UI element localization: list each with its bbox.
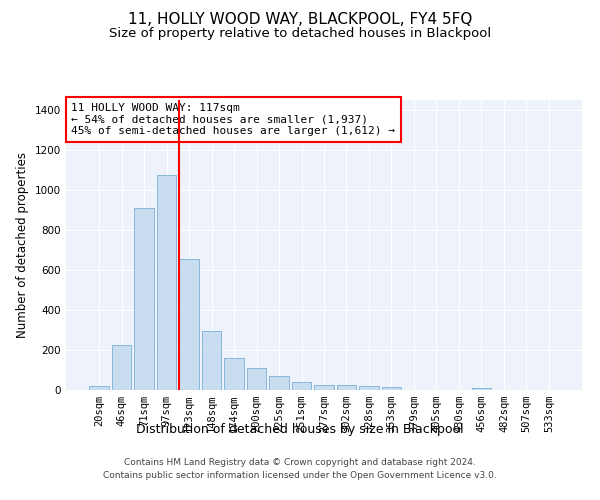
Bar — [89, 386, 109, 390]
Text: Distribution of detached houses by size in Blackpool: Distribution of detached houses by size … — [136, 422, 464, 436]
Text: 11 HOLLY WOOD WAY: 117sqm
← 54% of detached houses are smaller (1,937)
45% of se: 11 HOLLY WOOD WAY: 117sqm ← 54% of detac… — [71, 103, 395, 136]
Bar — [337, 384, 356, 390]
Bar — [269, 376, 289, 390]
Bar — [202, 331, 221, 390]
Bar — [382, 387, 401, 390]
Bar — [314, 384, 334, 390]
Text: Contains HM Land Registry data © Crown copyright and database right 2024.
Contai: Contains HM Land Registry data © Crown c… — [103, 458, 497, 480]
Bar — [472, 388, 491, 390]
Y-axis label: Number of detached properties: Number of detached properties — [16, 152, 29, 338]
Text: 11, HOLLY WOOD WAY, BLACKPOOL, FY4 5FQ: 11, HOLLY WOOD WAY, BLACKPOOL, FY4 5FQ — [128, 12, 472, 28]
Bar — [157, 175, 176, 390]
Bar — [134, 208, 154, 390]
Text: Size of property relative to detached houses in Blackpool: Size of property relative to detached ho… — [109, 28, 491, 40]
Bar — [292, 382, 311, 390]
Bar — [359, 386, 379, 390]
Bar — [179, 259, 199, 390]
Bar — [247, 368, 266, 390]
Bar — [224, 358, 244, 390]
Bar — [112, 345, 131, 390]
